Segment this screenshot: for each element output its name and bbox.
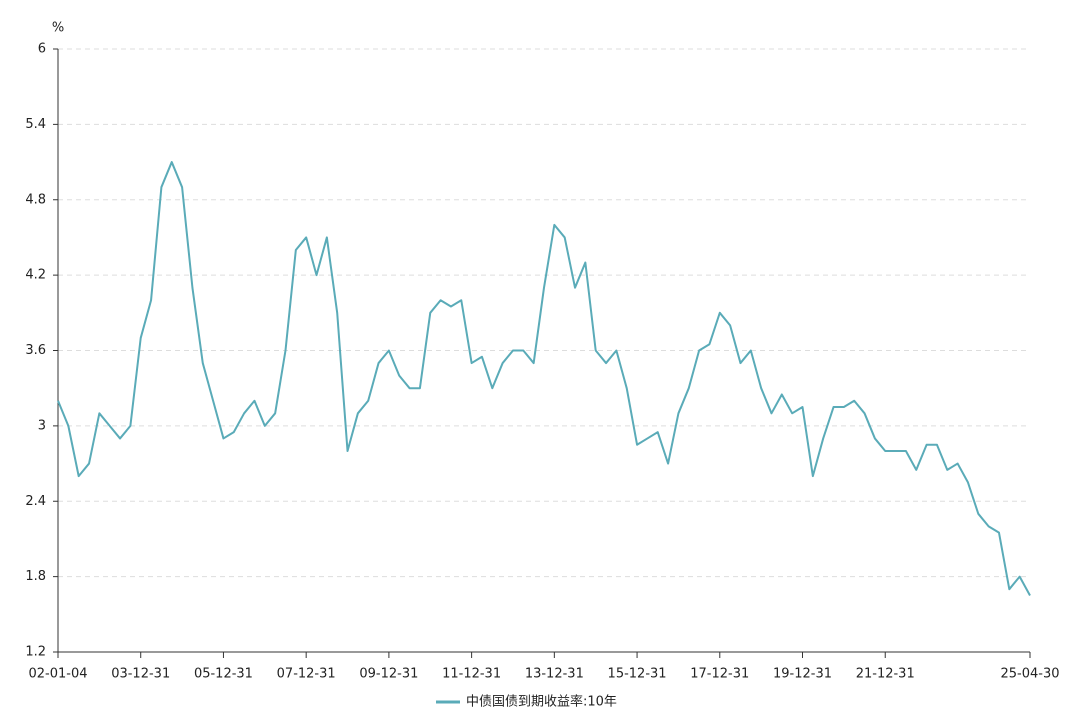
y-tick-label: 4.2: [25, 268, 46, 283]
y-tick-label: 1.8: [25, 569, 46, 584]
line-series: [57, 161, 1031, 596]
x-tick-label: 21-12-31: [856, 667, 915, 682]
x-tick-label: 25-04-30: [1000, 667, 1059, 682]
y-tick-label: 3: [38, 418, 46, 433]
x-tick-label: 17-12-31: [690, 667, 749, 682]
x-tick-label: 07-12-31: [277, 667, 336, 682]
x-tick-label: 05-12-31: [194, 667, 253, 682]
y-axis-label: %: [52, 21, 64, 36]
x-tick-label: 13-12-31: [525, 667, 584, 682]
y-tick-label: 2.4: [25, 494, 46, 509]
x-tick-label: 19-12-31: [773, 667, 832, 682]
x-tick-label: 03-12-31: [111, 667, 170, 682]
x-tick-label: 02-01-04: [28, 667, 87, 682]
y-tick-label: 5.4: [25, 117, 46, 132]
x-tick-label: 09-12-31: [359, 667, 418, 682]
y-tick-label: 3.6: [25, 343, 46, 358]
legend-label: 中债国债到期收益率:10年: [466, 694, 617, 710]
x-tick-label: 11-12-31: [442, 667, 501, 682]
y-tick-label: 4.8: [25, 192, 46, 207]
x-tick-label: 15-12-31: [608, 667, 667, 682]
y-tick-label: 1.2: [25, 645, 46, 660]
y-tick-label: 6: [38, 42, 46, 57]
